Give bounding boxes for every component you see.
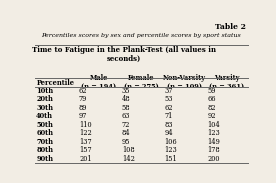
Text: Time to Fatigue in the Plank-Test (all values in
seconds): Time to Fatigue in the Plank-Test (all v…	[32, 46, 216, 63]
Text: Percentiles scores by sex and percentile scores by sport status: Percentiles scores by sex and percentile…	[42, 33, 241, 38]
Text: Table 2: Table 2	[215, 23, 246, 31]
